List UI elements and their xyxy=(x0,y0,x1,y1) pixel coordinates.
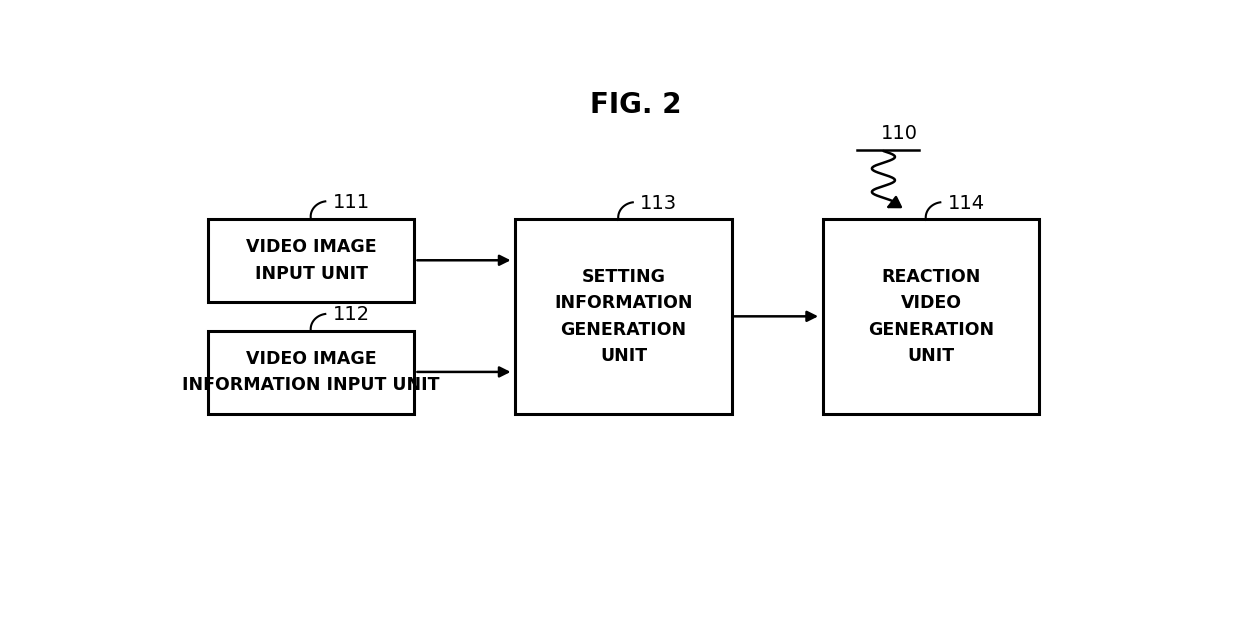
Bar xyxy=(208,219,414,302)
Text: REACTION
VIDEO
GENERATION
UNIT: REACTION VIDEO GENERATION UNIT xyxy=(868,268,994,365)
Bar xyxy=(208,331,414,414)
Text: SETTING
INFORMATION
GENERATION
UNIT: SETTING INFORMATION GENERATION UNIT xyxy=(554,268,693,365)
Text: 110: 110 xyxy=(880,124,918,143)
Text: VIDEO IMAGE
INFORMATION INPUT UNIT: VIDEO IMAGE INFORMATION INPUT UNIT xyxy=(182,350,440,394)
Text: 113: 113 xyxy=(640,194,677,213)
Text: VIDEO IMAGE
INPUT UNIT: VIDEO IMAGE INPUT UNIT xyxy=(246,238,377,283)
Bar xyxy=(823,219,1039,414)
Text: 112: 112 xyxy=(332,305,370,325)
Text: 111: 111 xyxy=(332,193,370,212)
Bar xyxy=(516,219,732,414)
Text: 114: 114 xyxy=(947,194,985,213)
Text: FIG. 2: FIG. 2 xyxy=(590,91,681,119)
